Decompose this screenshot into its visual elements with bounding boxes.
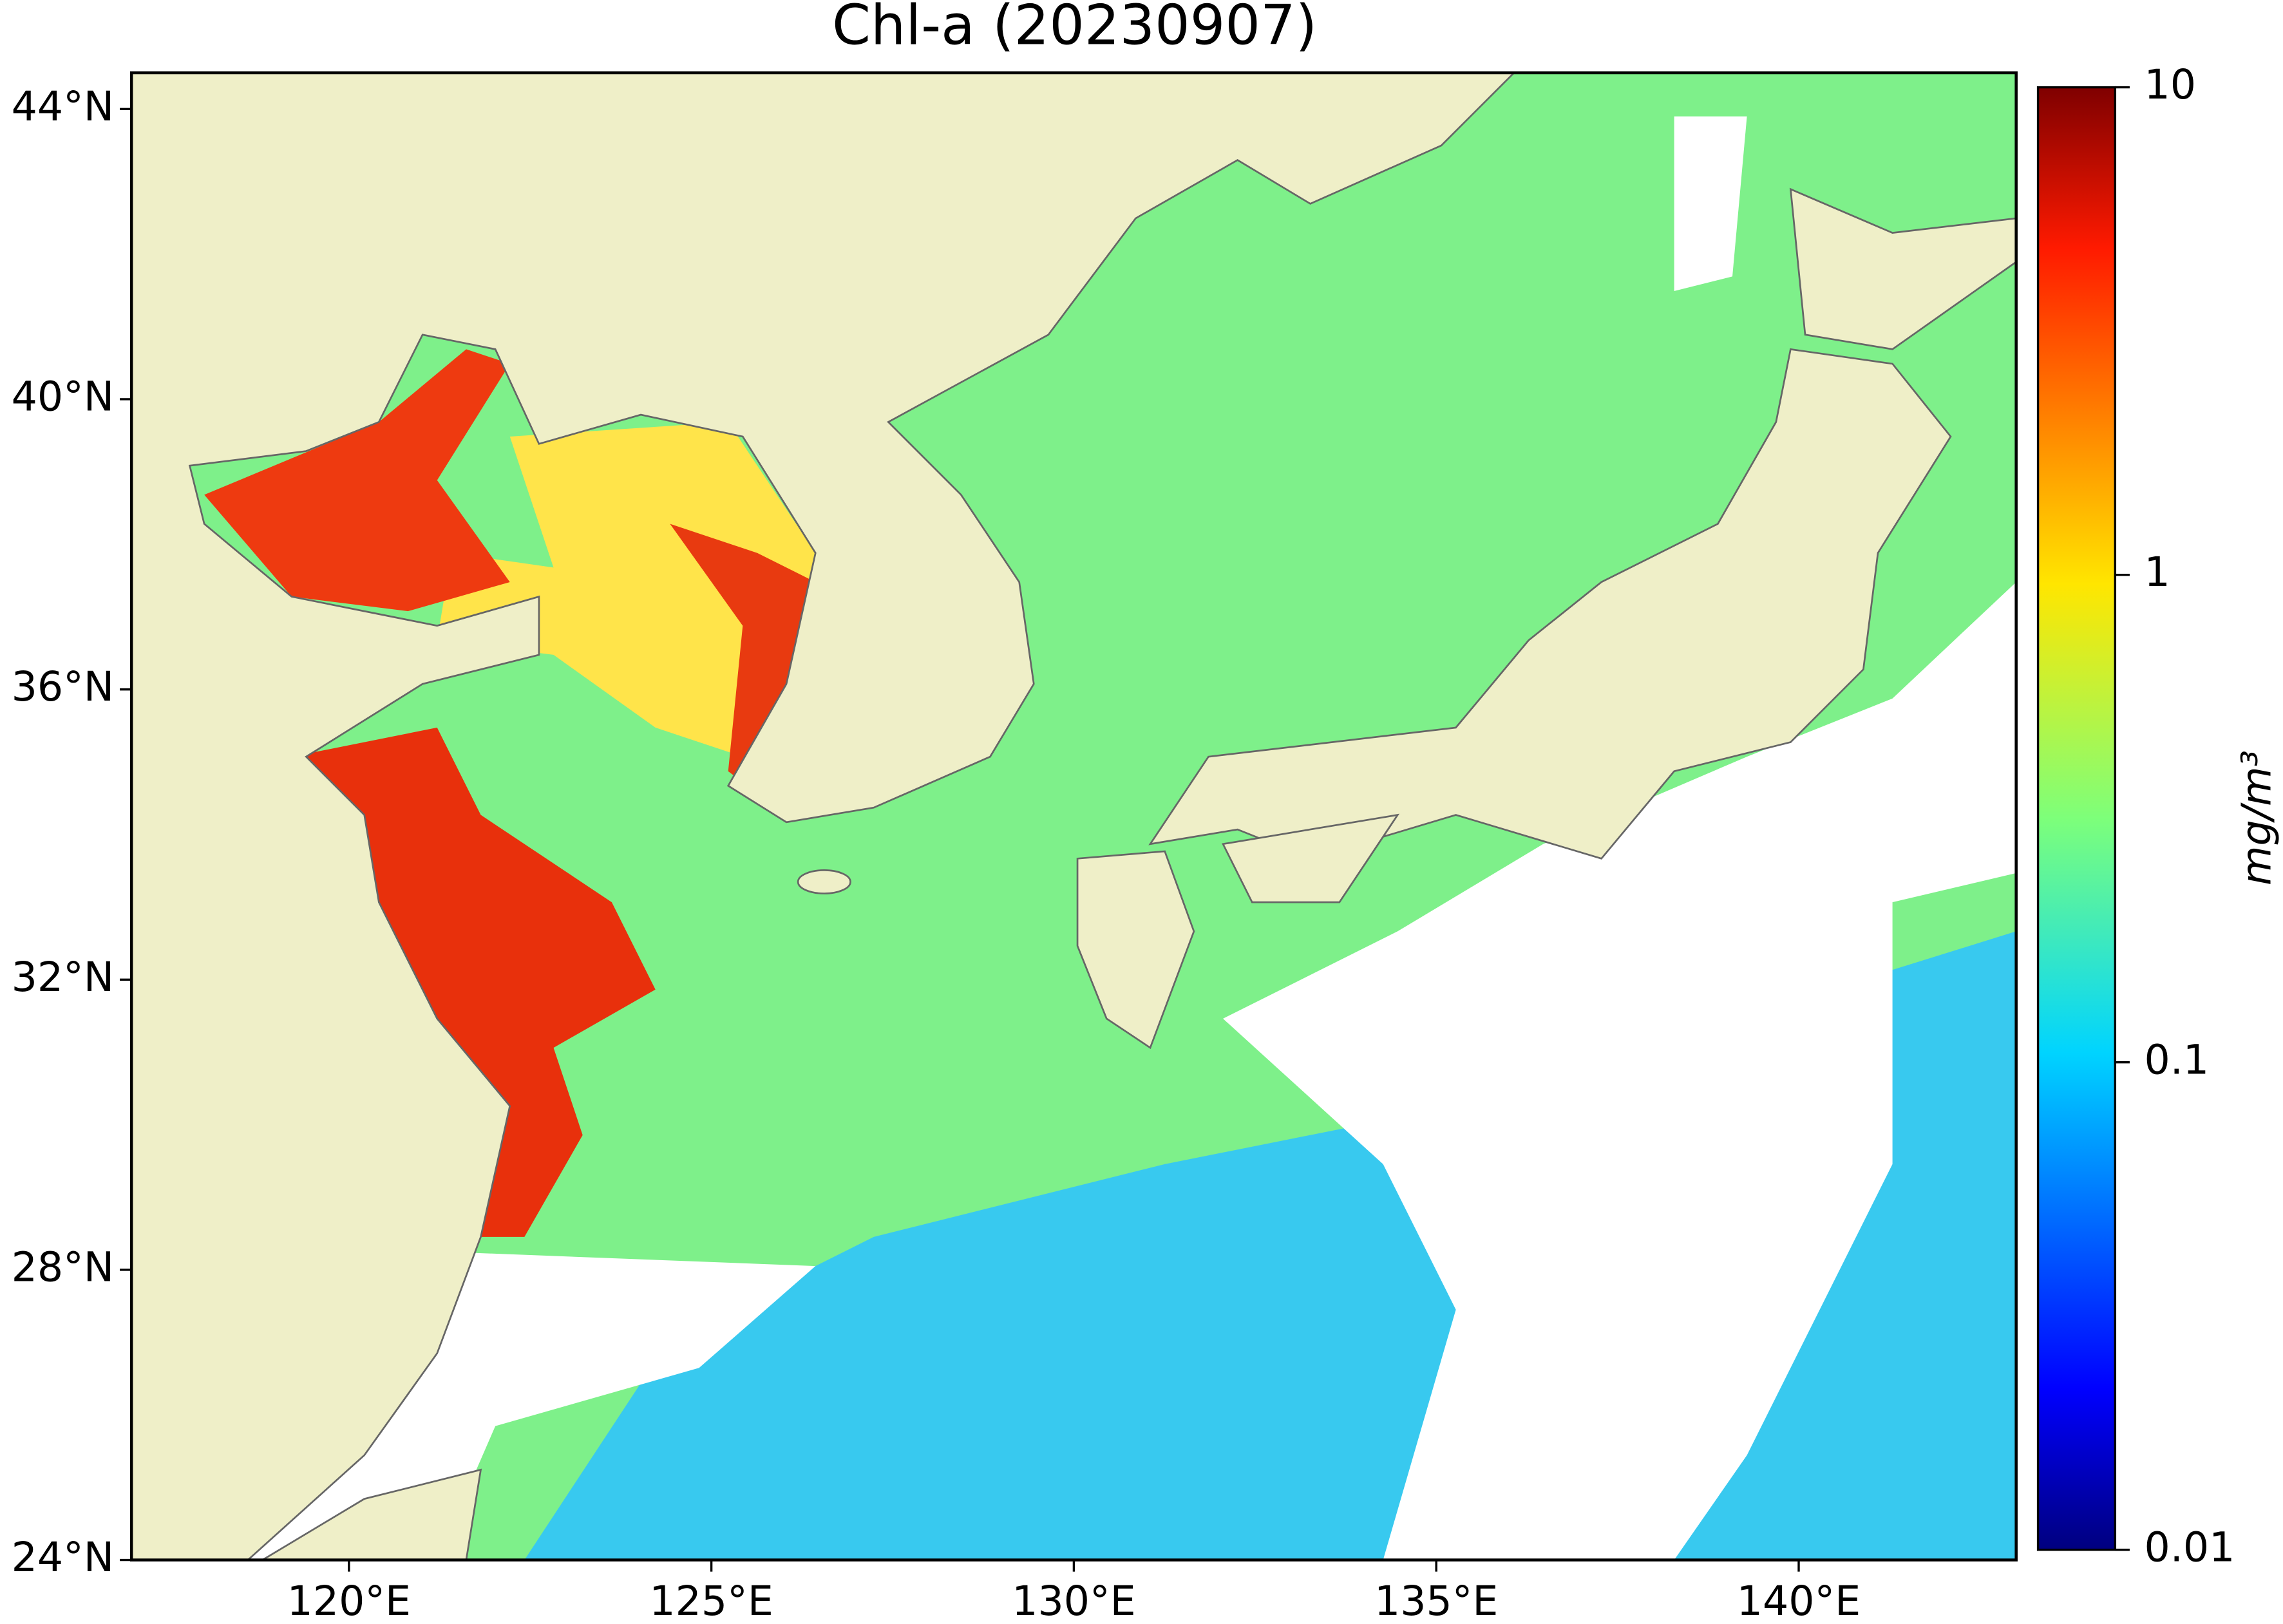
shikoku bbox=[1222, 813, 1400, 903]
coastal-bloom bbox=[291, 727, 656, 1237]
x-tick-label: 135°E bbox=[1374, 1577, 1498, 1624]
bohai-bloom bbox=[204, 349, 510, 612]
colorbar-tick-label: 10 bbox=[2145, 61, 2197, 108]
y-tick-label: 32°N bbox=[12, 953, 114, 1001]
land bbox=[131, 72, 2016, 1560]
hokkaido bbox=[1789, 187, 2016, 350]
y-tick-label: 40°N bbox=[12, 373, 114, 420]
colorbar bbox=[2036, 86, 2117, 1551]
high-chl-region bbox=[437, 422, 816, 771]
chart-title: Chl-a (20230907) bbox=[832, 0, 1317, 58]
colorbar-label: mg/m³ bbox=[2233, 750, 2280, 885]
colorbar-tick-label: 1 bbox=[2145, 548, 2170, 596]
x-tick-label: 120°E bbox=[287, 1577, 411, 1624]
kyushu bbox=[1076, 850, 1195, 1050]
jeju bbox=[797, 869, 851, 894]
colorbar-tick-label: 0.01 bbox=[2145, 1523, 2235, 1571]
cloud bbox=[1674, 116, 1747, 291]
mainland bbox=[131, 72, 1515, 1560]
y-tick-label: 28°N bbox=[12, 1243, 114, 1290]
x-tick-label: 125°E bbox=[649, 1577, 773, 1624]
y-tick-label: 24°N bbox=[12, 1533, 114, 1581]
x-tick-label: 140°E bbox=[1737, 1577, 1861, 1624]
taiwan bbox=[260, 1468, 482, 1560]
y-tick-label: 36°N bbox=[12, 663, 114, 710]
cloud bbox=[1223, 581, 2016, 1560]
colorbar-tick-label: 0.1 bbox=[2145, 1035, 2210, 1083]
x-tick-label: 130°E bbox=[1012, 1577, 1135, 1624]
map bbox=[131, 72, 2016, 1560]
y-tick-label: 44°N bbox=[12, 82, 114, 130]
